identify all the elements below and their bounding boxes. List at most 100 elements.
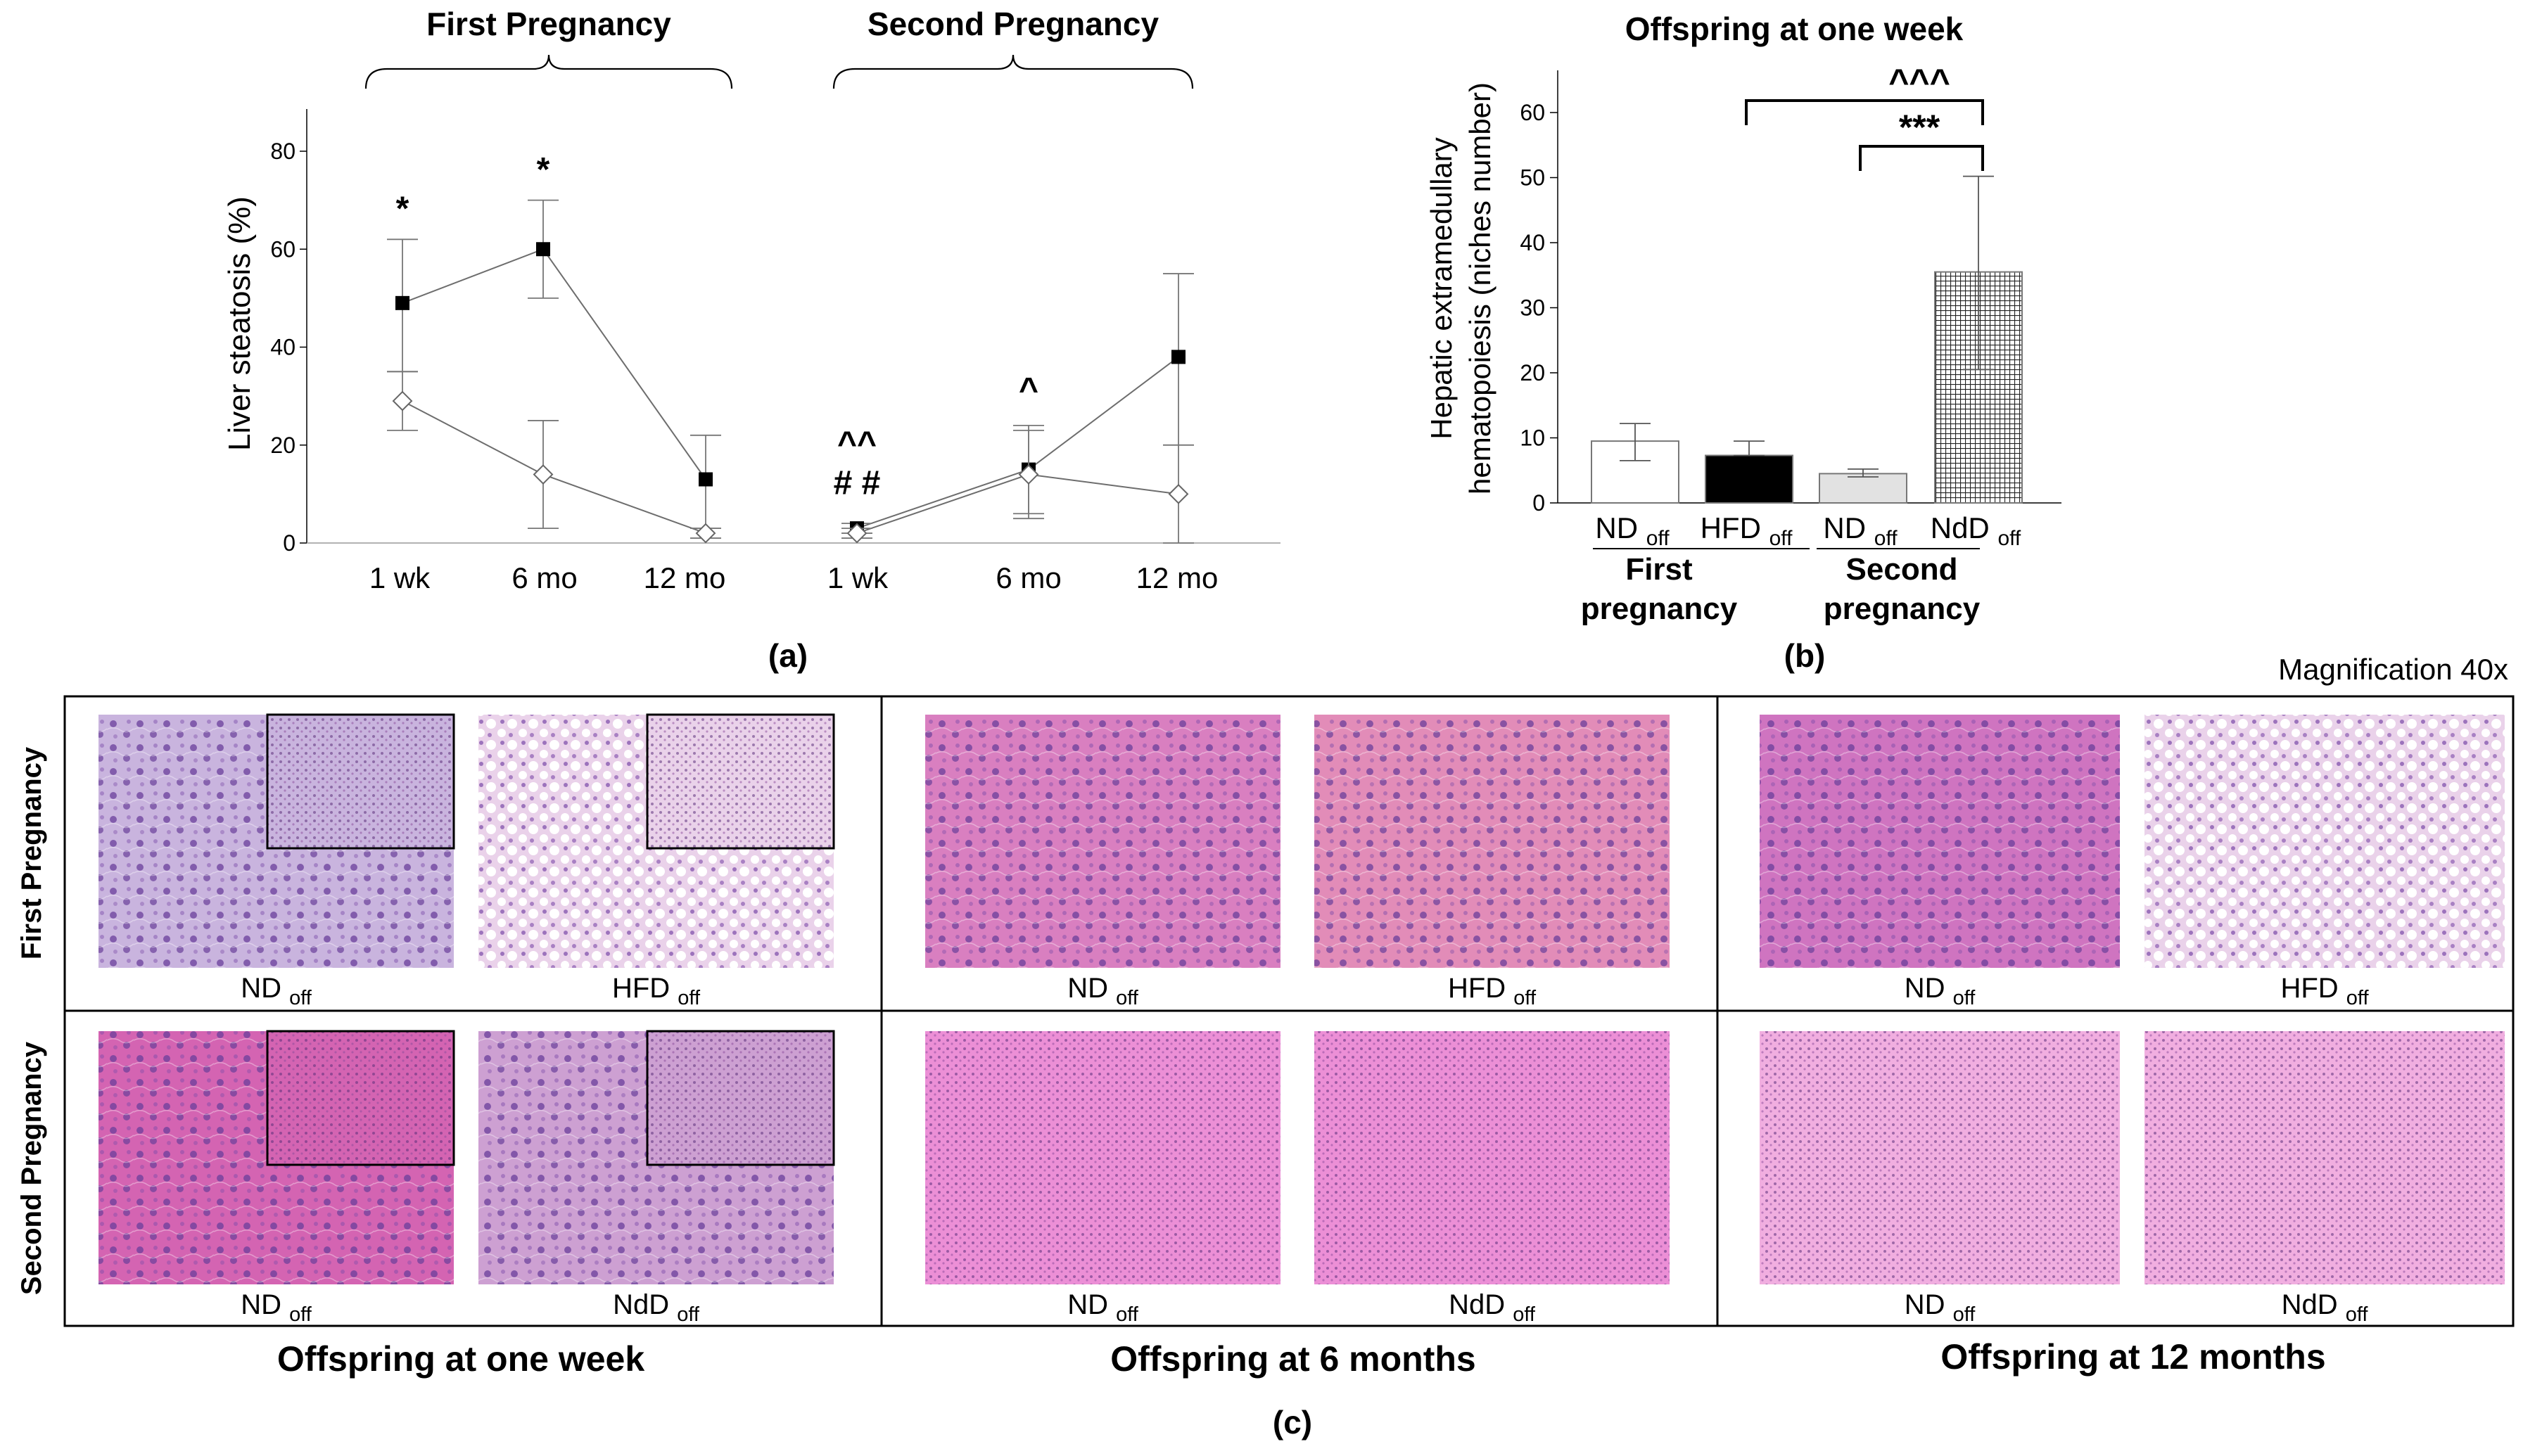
y-tick-label-b: 10 [1520,426,1545,451]
histology-images: ND off HFD off ND off HFD off ND off HFD off N… [98,713,2505,1326]
group-label: Second [1846,552,1958,587]
bars-b [1591,175,2023,504]
group-label: pregnancy [1824,592,1981,626]
y-tick-label-b: 20 [1520,360,1545,385]
x-tick-label-b: ND off [1823,511,1898,550]
y-tick-label-a: 60 [270,236,295,262]
histology-image-label: ND off [1905,973,1976,1009]
significance-marker: ^^ [837,426,877,463]
series-line [856,473,1179,535]
x-labels-b: ND off HFD off ND off NdD off First pregnancy… [1581,511,2021,626]
y-tick-label-a: 80 [270,139,295,164]
y-axis-label-a: Liver steatosis (%) [222,196,257,451]
inset-image-texture [646,1030,835,1166]
histology-image [925,1031,1280,1284]
histology-image [1760,715,2120,968]
series-line [402,248,706,480]
x-tick-label-a: 1 wk [827,561,889,594]
y-tick-label-b: 40 [1520,230,1545,255]
group-label: pregnancy [1581,592,1738,626]
histology-image [1314,715,1670,968]
column-title-12-months: Offspring at 12 months [1940,1337,2325,1377]
data-point [1018,464,1039,485]
significance-text: *** [1899,108,1940,147]
group-brace [832,54,1194,89]
histology-image [98,1030,455,1284]
significance-bracket [1859,145,1984,171]
x-tick-label-b: NdD off [1931,511,2021,550]
panel-a-line-chart: 0 20 40 60 80 Liver steatosis (%) First Preg… [222,6,1280,674]
significance-text: ^^^ [1888,62,1950,101]
row-label-first: First Pregnancy [16,746,47,959]
x-tick-label-b: HFD off [1701,511,1793,550]
inset-image-texture [646,713,835,850]
histology-image-label: HFD off [1448,973,1537,1009]
inset-image-texture [266,713,455,850]
data-point [846,523,868,544]
histology-image [1760,1031,2120,1284]
magnification-label: Magnification 40x [2278,653,2508,686]
column-title-one-week: Offspring at one week [277,1339,645,1379]
histology-image-texture [2144,715,2505,968]
histology-image [98,713,455,968]
panel-b-bar-chart: Offspring at one week Hepatic extramedul… [1425,11,2061,674]
histology-image-label: ND off [1067,973,1139,1009]
data-point [1168,483,1189,504]
significance-bracket [1745,99,1984,125]
chart-title-b: Offspring at one week [1625,11,1964,47]
y-ticks-b: 0 10 20 30 40 50 60 [1520,100,1558,516]
histology-image-texture [2144,1031,2505,1284]
y-tick-label-a: 40 [270,335,295,360]
histology-image [478,1030,835,1284]
group-brace [364,54,733,89]
histology-image-texture [1314,1031,1670,1284]
data-point [695,523,716,544]
panel-label-a: (a) [768,637,808,674]
histology-image [2144,715,2505,968]
panel-label-b: (b) [1784,637,1826,674]
y-tick-label-b: 30 [1520,295,1545,321]
data-point [533,464,554,485]
series-group-1: First Pregnancy 1 wk 6 mo 12 mo * * [364,6,733,594]
panel-c-histology: Magnification 40x First Pregnancy Second… [16,653,2515,1441]
histology-image-label: NdD off [613,1289,700,1326]
y-tick-label-a: 0 [283,530,295,556]
histology-image-texture [925,1031,1280,1284]
significance-b: ^^^ *** [1745,62,1984,171]
group-label: First [1625,552,1693,587]
panel-label-c: (c) [1273,1404,1312,1441]
histology-image-label: ND off [241,1289,312,1326]
x-tick-label-a: 6 mo [996,561,1061,594]
histology-image-label: NdD off [2282,1289,2369,1326]
histology-image-label: HFD off [2280,973,2369,1009]
histology-image [925,715,1280,968]
significance-marker: * [537,151,550,189]
series-line [856,356,1179,530]
histology-image [478,713,835,968]
group-title: First Pregnancy [426,6,671,42]
histology-image-label: ND off [1067,1289,1139,1326]
histology-image-texture [1760,1031,2120,1284]
y-tick-label-a: 20 [270,433,295,458]
y-axis-label-b-line2: hematopoiesis (niches number) [1463,82,1496,494]
row-label-second: Second Pregnancy [16,1041,47,1295]
data-point [536,242,550,257]
significance-marker: ^ [1019,371,1038,409]
data-point [395,295,409,310]
x-tick-label-a: 12 mo [644,561,726,594]
significance-marker: * [396,190,409,227]
histology-image-texture [1760,715,2120,968]
x-tick-label-a: 6 mo [511,561,577,594]
x-tick-label-a: 12 mo [1136,561,1219,594]
histology-image-label: ND off [241,973,312,1009]
y-tick-label-b: 60 [1520,100,1545,125]
data-point [392,390,413,411]
data-point [1171,350,1186,364]
data-point [699,472,713,487]
y-tick-label-b: 50 [1520,165,1545,191]
bar [1705,454,1793,504]
histology-image-label: ND off [1905,1289,1976,1326]
column-title-6-months: Offspring at 6 months [1110,1339,1475,1379]
